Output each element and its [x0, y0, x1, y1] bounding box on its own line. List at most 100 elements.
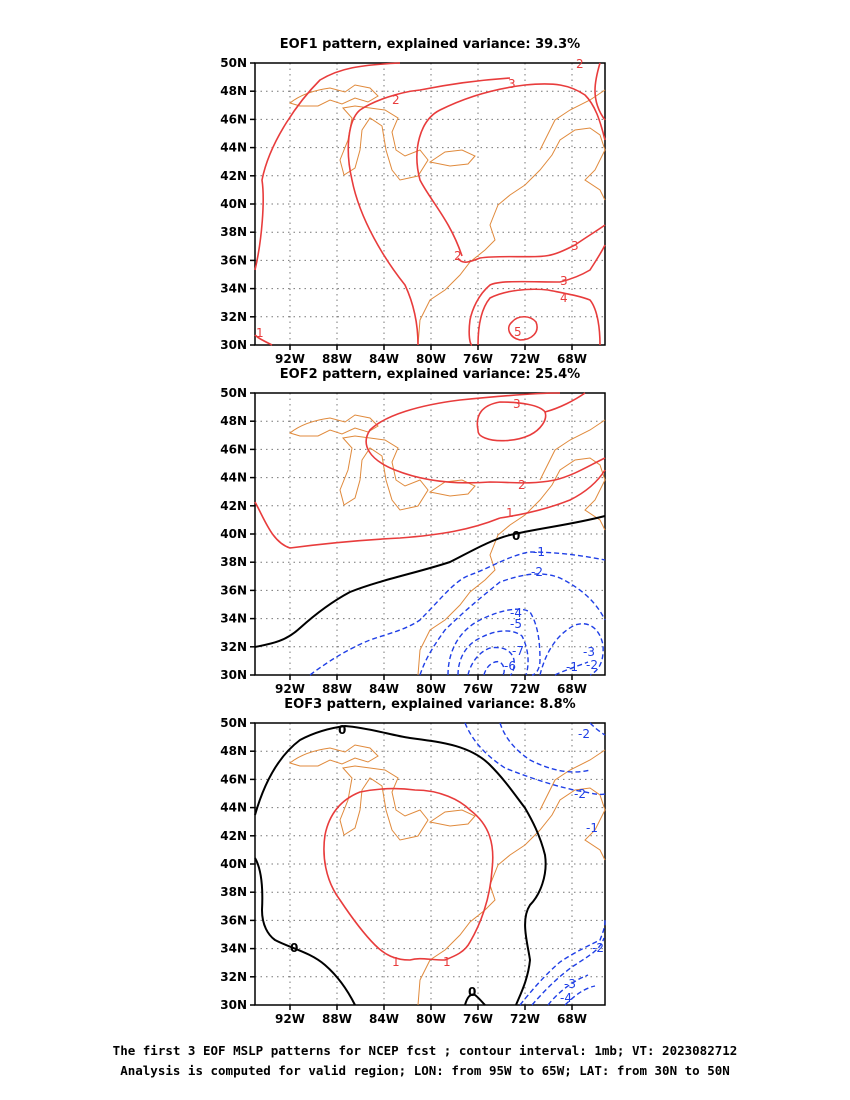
lon-tick-label: 92W: [275, 682, 305, 696]
eof3-contour-label: 0: [338, 723, 346, 737]
eof1-contour-label: 3: [508, 77, 516, 91]
lon-tick-label: 76W: [463, 1012, 493, 1026]
lat-tick-label: 46N: [220, 772, 247, 786]
lat-tick-label: 44N: [220, 141, 247, 155]
lat-tick-label: 34N: [220, 612, 247, 626]
lat-tick-label: 50N: [220, 716, 247, 730]
eof3-axes: 92W 88W 84W 80W 76W 72W 68W 50N 48N 46N 44N 42N 40N 3…: [220, 716, 606, 1026]
lat-tick-label: 32N: [220, 970, 247, 984]
lon-tick-label: 72W: [510, 352, 540, 366]
eof3-contours-negative: [464, 722, 606, 1006]
eof1-contour-label: 2: [454, 249, 462, 263]
map-frame: [254, 392, 606, 676]
lon-tick-label: 92W: [275, 352, 305, 366]
eof1-contour-label: 2: [576, 57, 584, 71]
eof3-map: 92W 88W 84W 80W 76W 72W 68W 50N 48N 46N 44N 42N 40N 3…: [220, 716, 606, 1026]
lon-tick-label: 80W: [416, 682, 446, 696]
eof2-axes: 92W 88W 84W 80W 76W 72W 68W 50N 48N 46N 44N 42N 40N 3…: [220, 386, 606, 696]
eof2-contours-positive: [254, 392, 606, 549]
lat-tick-label: 34N: [220, 282, 247, 296]
eof3-contour-label: -2: [592, 941, 604, 955]
lat-tick-label: 42N: [220, 499, 247, 513]
lat-tick-label: 34N: [220, 942, 247, 956]
eof1-contour-label: 3: [571, 239, 579, 253]
lon-tick-label: 80W: [416, 1012, 446, 1026]
lat-tick-label: 48N: [220, 414, 247, 428]
eof2-title: EOF2 pattern, explained variance: 25.4%: [279, 367, 581, 382]
footer-line-1: The first 3 EOF MSLP patterns for NCEP f…: [112, 1043, 738, 1058]
lat-tick-label: 32N: [220, 310, 247, 324]
lat-tick-label: 40N: [220, 857, 247, 871]
footer-line-2: Analysis is computed for valid region; L…: [120, 1063, 730, 1078]
eof3-contour-label: 0: [468, 985, 476, 999]
lat-tick-label: 36N: [220, 583, 247, 597]
eof3-contours-positive: [323, 787, 494, 961]
eof2-map: 92W 88W 84W 80W 76W 72W 68W 50N 48N 46N 44N 42N 40N 3…: [220, 386, 606, 696]
lon-tick-label: 92W: [275, 1012, 305, 1026]
eof2-contours-negative: [309, 551, 606, 676]
lon-tick-label: 68W: [557, 682, 587, 696]
lat-tick-label: 30N: [220, 998, 247, 1012]
eof3-contour-label: -1: [586, 821, 598, 835]
eof1-contour-label: 3: [560, 274, 568, 288]
lat-tick-label: 44N: [220, 471, 247, 485]
lat-tick-label: 40N: [220, 197, 247, 211]
eof2-contour-label: -1: [533, 545, 545, 559]
eof1-contour-label: 5: [514, 325, 522, 339]
eof2-contour-label: -7: [512, 644, 524, 658]
eof1-title: EOF1 pattern, explained variance: 39.3%: [279, 37, 581, 52]
eof2-contour-label: -5: [510, 617, 522, 631]
eof2-contour-label: 3: [513, 397, 521, 411]
eof2-coastlines: [288, 414, 606, 676]
eof1-contour-label: 2: [392, 93, 400, 107]
lat-tick-label: 36N: [220, 253, 247, 267]
lon-tick-label: 84W: [369, 682, 399, 696]
lon-tick-label: 84W: [369, 1012, 399, 1026]
eof2-contour-label: -2: [531, 565, 543, 579]
lon-tick-label: 68W: [557, 1012, 587, 1026]
lat-tick-label: 48N: [220, 744, 247, 758]
eof2-contour-zero: [254, 515, 606, 648]
lat-tick-label: 38N: [220, 885, 247, 899]
eof3-coastlines: [288, 744, 606, 1006]
lon-tick-label: 72W: [510, 1012, 540, 1026]
map-frame: [254, 722, 606, 1006]
lat-tick-label: 38N: [220, 555, 247, 569]
eof3-contour-label: -4: [560, 991, 572, 1005]
eof1-map: 92W 88W 84W 80W 76W 72W 68W 50N 48N 46N 44N 42N 40N 3…: [220, 56, 606, 366]
eof3-contour-label: -3: [564, 977, 576, 991]
eof2-contour-label: 0: [512, 529, 520, 543]
lat-tick-label: 46N: [220, 112, 247, 126]
lon-tick-label: 88W: [322, 352, 352, 366]
lat-tick-label: 30N: [220, 338, 247, 352]
eof3-title: EOF3 pattern, explained variance: 8.8%: [284, 697, 576, 712]
eof3-contour-label: 0: [290, 941, 298, 955]
lon-tick-label: 76W: [463, 352, 493, 366]
lat-tick-label: 30N: [220, 668, 247, 682]
lon-tick-label: 72W: [510, 682, 540, 696]
lat-tick-label: 44N: [220, 801, 247, 815]
eof3-contour-label: -2: [578, 727, 590, 741]
lat-tick-label: 50N: [220, 56, 247, 70]
lat-tick-label: 50N: [220, 386, 247, 400]
map-frame: [254, 62, 606, 346]
eof2-contour-label: 1: [506, 506, 514, 520]
eof1-axes: 92W 88W 84W 80W 76W 72W 68W 50N 48N 46N 44N 42N 40N 3…: [220, 56, 606, 366]
lat-tick-label: 38N: [220, 225, 247, 239]
lon-tick-label: 80W: [416, 352, 446, 366]
eof3-contour-label: 1: [443, 955, 451, 969]
eof2-contour-label: -1: [566, 660, 578, 674]
eof3-contour-label: -2: [574, 787, 586, 801]
lat-tick-label: 46N: [220, 442, 247, 456]
lat-tick-label: 40N: [220, 527, 247, 541]
lat-tick-label: 42N: [220, 829, 247, 843]
eof3-contour-zero: [254, 724, 547, 1006]
lat-tick-label: 48N: [220, 84, 247, 98]
lon-tick-label: 76W: [463, 682, 493, 696]
eof3-contour-label: 1: [392, 955, 400, 969]
eof1-contour-label: 4: [560, 291, 568, 305]
eof2-contour-label: -6: [504, 659, 516, 673]
lon-tick-label: 68W: [557, 352, 587, 366]
eof2-contour-label: -3: [583, 645, 595, 659]
eof2-contour-label: 2: [518, 478, 526, 492]
